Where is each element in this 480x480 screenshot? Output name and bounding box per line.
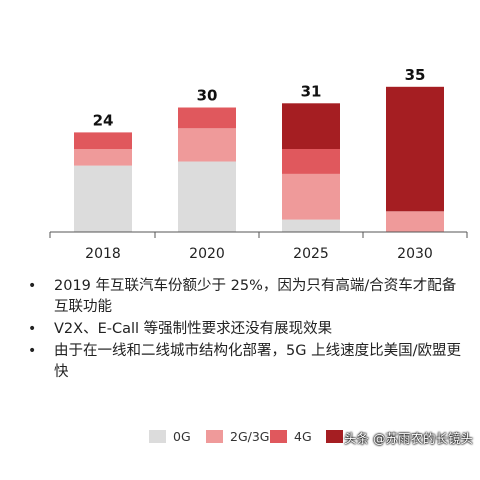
bar-segment-2018-4g <box>74 132 132 149</box>
bullet-list: 2019 年互联汽车份额少于 25%，因为只有高端/合资车才配备互联功能 V2X… <box>26 276 466 384</box>
legend-swatch <box>149 429 166 443</box>
legend-label: 2G/3G <box>230 428 270 444</box>
x-tick-label-2030: 2030 <box>397 246 433 262</box>
bar-segment-2025-2g-3g <box>282 173 340 220</box>
x-tick-label-2025: 2025 <box>293 246 329 262</box>
legend-label: 4G <box>294 428 312 444</box>
legend-swatch <box>206 429 223 443</box>
bar-segment-2020-4g <box>178 107 236 129</box>
bullet-item: 由于在一线和二线城市结构化部署，5G 上线速度比美国/欧盟更快 <box>26 341 466 383</box>
bar-segment-2025-0g <box>282 219 340 233</box>
watermark: 头条 @苏雨农的长镜头 <box>344 431 473 446</box>
bar-segment-2020-2g-3g <box>178 128 236 162</box>
legend-swatch <box>326 429 343 443</box>
stacked-bar-chart: 24 2018 30 2020 31 2025 35 2030 <box>49 66 468 262</box>
x-axis <box>49 231 468 238</box>
total-label-2020: 30 <box>197 87 218 105</box>
bar-segment-2018-0g <box>74 165 132 232</box>
bar-segment-2030-series-4 <box>386 86 444 212</box>
bullet-item: 2019 年互联汽车份额少于 25%，因为只有高端/合资车才配备互联功能 <box>26 276 466 318</box>
legend-item-4g: 4G <box>270 424 312 448</box>
bar-segment-2020-0g <box>178 161 236 232</box>
bar-segment-2025-4g <box>282 149 340 174</box>
x-tick-label-2020: 2020 <box>189 246 225 262</box>
legend-swatch <box>270 429 287 443</box>
legend-label: 0G <box>173 428 191 444</box>
legend: 0G 2G/3G 4G <box>0 424 480 448</box>
x-tick-label-2018: 2018 <box>85 246 121 262</box>
bars-layer <box>74 86 444 233</box>
bar-segment-2018-2g-3g <box>74 149 132 166</box>
total-label-2018: 24 <box>93 111 114 129</box>
bar-segment-2030-2g-3g <box>386 211 444 233</box>
bullet-item: V2X、E-Call 等强制性要求还没有展现效果 <box>26 319 466 340</box>
total-label-2025: 31 <box>301 82 322 100</box>
legend-item-0g: 0G <box>149 424 191 448</box>
labels-layer: 24 2018 30 2020 31 2025 35 2030 <box>85 66 433 262</box>
legend-item-series-4 <box>326 424 350 448</box>
total-label-2030: 35 <box>405 66 426 84</box>
legend-item-2g-3g: 2G/3G <box>206 424 270 448</box>
bar-segment-2025-series-4 <box>282 103 340 149</box>
